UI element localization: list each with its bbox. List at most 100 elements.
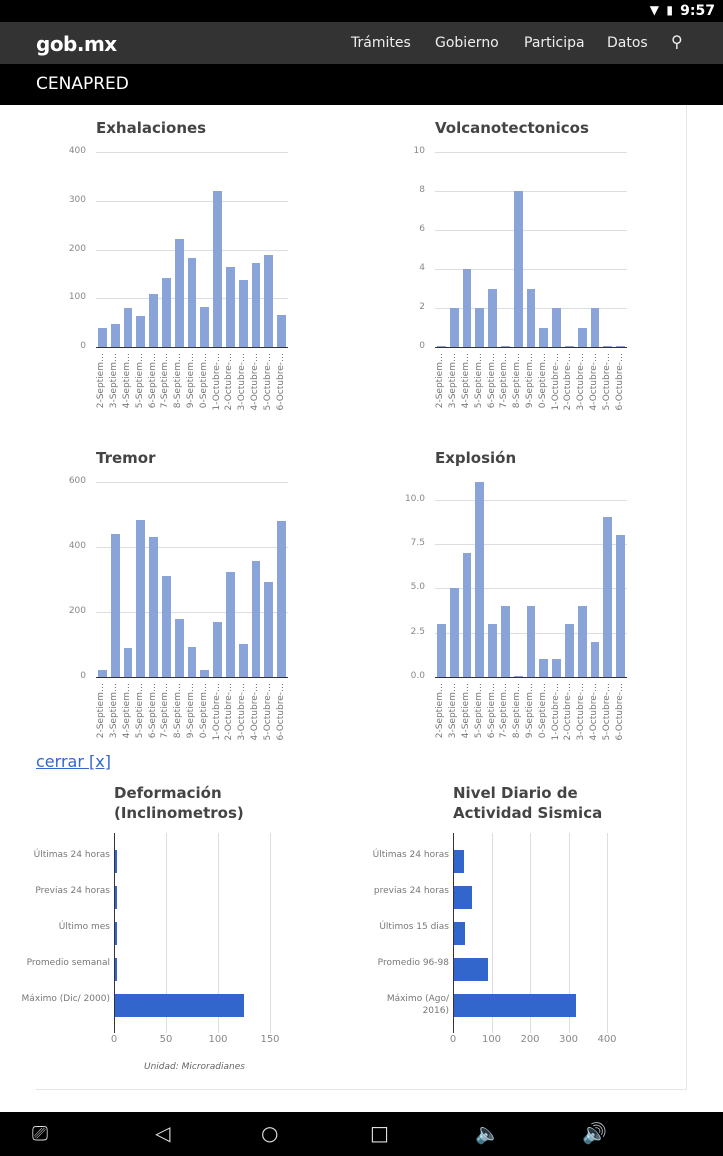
bar xyxy=(251,262,261,347)
x-tick-label: 6-Septiem… xyxy=(147,683,158,739)
bar xyxy=(454,886,473,909)
x-tick-label: 50 xyxy=(159,1034,173,1045)
gridline xyxy=(96,482,288,483)
divider xyxy=(36,1089,687,1090)
x-tick-label: 8-Septiem… xyxy=(173,353,184,409)
x-tick-label: 1-Octubre-… xyxy=(211,683,222,741)
bar xyxy=(577,606,587,677)
nav-participa[interactable]: Participa xyxy=(524,35,585,51)
gridline xyxy=(607,833,608,1033)
chart-title: Explosión xyxy=(435,449,517,467)
x-axis xyxy=(96,677,288,678)
x-tick-label: 8-Septiem… xyxy=(512,683,523,739)
search-icon[interactable]: ⚲ xyxy=(671,32,683,51)
bar xyxy=(577,327,587,347)
x-tick-label: 9-Septiem… xyxy=(186,683,196,739)
x-tick-label: 1-Octubre-… xyxy=(550,683,561,741)
x-tick-label: 4-Octubre-… xyxy=(250,683,260,741)
volume-down-icon[interactable]: 🔈 xyxy=(475,1121,500,1145)
bar xyxy=(526,288,536,347)
gridline xyxy=(530,833,531,1033)
x-tick-label: 9-Septiem… xyxy=(186,353,196,409)
x-tick-label: 9-Septiem… xyxy=(525,683,535,739)
x-tick-label: 0 xyxy=(449,1034,457,1045)
bar xyxy=(501,606,510,677)
x-tick-label: 0-Septiem… xyxy=(198,353,209,409)
bar xyxy=(98,669,107,677)
x-tick-label: 5-Septiem… xyxy=(473,683,484,739)
bar xyxy=(238,280,248,347)
bar xyxy=(187,647,197,677)
bar xyxy=(115,922,117,945)
bar xyxy=(454,994,576,1017)
bar xyxy=(449,308,459,347)
screenshot-icon[interactable]: ⎚ xyxy=(32,1121,48,1145)
x-tick-label: 9-Septiem… xyxy=(525,353,535,409)
bar xyxy=(187,258,197,347)
gridline xyxy=(491,833,493,1033)
back-icon[interactable]: ◁ xyxy=(155,1121,171,1145)
x-tick-label: 0-Septiem… xyxy=(537,353,548,409)
x-tick-label: 5-Septiem… xyxy=(134,683,145,739)
bar xyxy=(462,269,472,347)
y-tick-label: Promedio semanal xyxy=(26,958,110,968)
x-tick-label: 0 xyxy=(110,1034,118,1045)
y-tick-label: 10 xyxy=(413,146,425,156)
x-tick-label: 0-Septiem… xyxy=(537,683,548,739)
bar xyxy=(251,560,261,677)
nav-datos[interactable]: Datos xyxy=(607,35,648,51)
bar xyxy=(616,346,625,347)
nav-gobierno[interactable]: Gobierno xyxy=(435,35,499,51)
bar xyxy=(449,588,459,677)
y-tick-label: 0 xyxy=(419,341,425,351)
x-tick-label: 5-Septiem… xyxy=(134,353,145,409)
bar xyxy=(149,537,158,677)
y-tick-label: 400 xyxy=(68,146,86,156)
home-icon[interactable]: ○ xyxy=(261,1121,279,1145)
bar xyxy=(590,308,600,347)
bar xyxy=(213,190,222,347)
x-tick-label: 150 xyxy=(260,1034,280,1045)
x-tick-label: 4-Septiem… xyxy=(461,683,471,739)
y-tick-label: 2 xyxy=(419,302,425,312)
y-axis xyxy=(114,833,115,1033)
x-tick-label: 1-Octubre-… xyxy=(211,353,222,411)
logo[interactable]: gob.mx xyxy=(36,32,117,56)
close-link[interactable]: cerrar [x] xyxy=(36,752,111,771)
x-axis xyxy=(435,677,627,678)
bar xyxy=(123,307,133,347)
bar xyxy=(526,606,536,677)
bar xyxy=(513,676,523,677)
bar xyxy=(454,850,465,873)
bar xyxy=(475,482,485,677)
bar xyxy=(213,621,222,677)
bar xyxy=(565,346,574,347)
x-tick-label: 6-Octubre-… xyxy=(614,683,625,741)
y-tick-label: 400 xyxy=(68,541,86,551)
x-tick-label: 3-Octubre-… xyxy=(237,353,248,411)
x-tick-label: 4-Octubre-… xyxy=(589,683,599,741)
x-tick-label: 4-Septiem… xyxy=(122,353,132,409)
nav-tramites[interactable]: Trámites xyxy=(351,35,411,51)
clock: 9:57 xyxy=(680,3,715,19)
x-tick-label: 6-Septiem… xyxy=(147,353,158,409)
x-tick-label: 3-Septiem… xyxy=(109,683,120,739)
volume-up-icon[interactable]: 🔊 xyxy=(582,1121,607,1145)
bar xyxy=(488,288,497,347)
bar xyxy=(162,576,171,677)
x-tick-label: 400 xyxy=(597,1034,617,1045)
gridline xyxy=(96,612,288,613)
bar xyxy=(437,346,446,347)
bar xyxy=(98,328,107,347)
gridline xyxy=(96,152,288,153)
y-tick-label: Máximo (Ago/ 2016) xyxy=(386,994,449,1016)
android-nav-bar: ⎚ ◁ ○ □ 🔈 🔊 xyxy=(0,1112,723,1156)
gridline xyxy=(435,191,627,192)
recents-icon[interactable]: □ xyxy=(370,1121,389,1145)
x-tick-label: 3-Octubre-… xyxy=(576,353,587,411)
battery-icon: ▮ xyxy=(666,3,673,17)
bar xyxy=(110,534,120,677)
y-tick-label: Últimas 24 horas xyxy=(33,850,110,860)
bar xyxy=(115,958,117,981)
y-tick-label: 2.5 xyxy=(410,626,425,637)
